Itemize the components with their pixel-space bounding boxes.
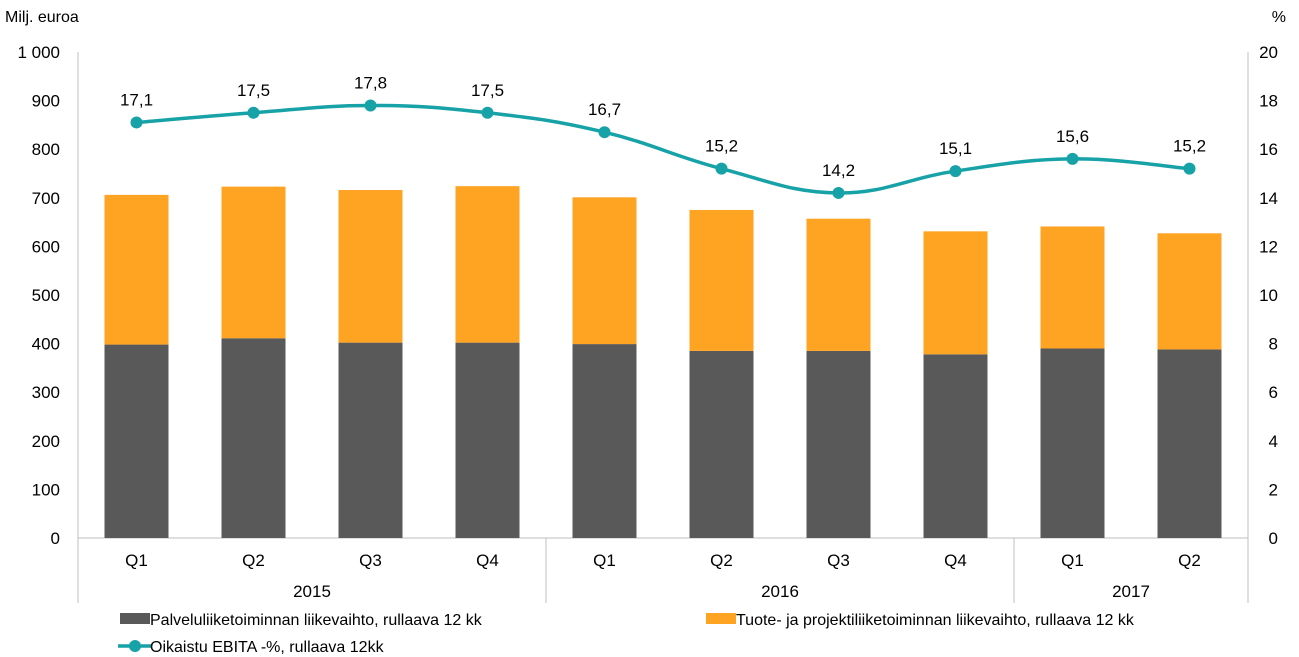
right-axis-title: %: [1272, 9, 1286, 26]
bar-segment-palvelu: [923, 354, 988, 538]
legend-swatch-palvelu: [120, 613, 150, 624]
bar-segment-palvelu: [806, 350, 871, 538]
ebita-data-label: 17,1: [120, 90, 153, 109]
bar-segment-palvelu: [689, 350, 754, 538]
ebita-data-label: 15,1: [939, 139, 972, 158]
ebita-data-label: 15,6: [1056, 127, 1089, 146]
bar-segment-palvelu: [221, 338, 286, 538]
left-axis-title: Milj. euroa: [5, 9, 79, 26]
left-axis-tick-label: 500: [32, 286, 60, 305]
right-axis-tick-label: 14: [1259, 189, 1278, 208]
left-axis-tick-label: 300: [32, 383, 60, 402]
group-label: 2016: [761, 582, 799, 601]
bar-segment-palvelu: [572, 344, 637, 538]
left-axis-tick-label: 800: [32, 140, 60, 159]
bar-segment-tuote: [1157, 233, 1222, 350]
ebita-data-label: 15,2: [1173, 137, 1206, 156]
bars: [104, 186, 1222, 538]
right-axis-tick-label: 10: [1259, 286, 1278, 305]
ebita-data-label: 16,7: [588, 100, 621, 119]
x-axis-tick-label: Q2: [710, 551, 733, 570]
left-axis-tick-label: 200: [32, 432, 60, 451]
ebita-point: [364, 99, 377, 112]
legend-label-palvelu: Palveluliiketoiminnan liikevaihto, rulla…: [150, 612, 483, 629]
legend-marker-ebita: [129, 640, 141, 652]
bar-segment-tuote: [338, 190, 403, 343]
right-axis-tick-label: 18: [1259, 92, 1278, 111]
right-axis-tick-label: 20: [1259, 43, 1278, 62]
ebita-line: 17,1 17,5 17,8 17,5 16,7 15,2 14,2 15,1 15,6 15,2: [120, 73, 1206, 199]
x-axis-tick-label: Q1: [593, 551, 616, 570]
ebita-point: [832, 186, 845, 199]
legend: Palveluliiketoiminnan liikevaihto, rulla…: [118, 612, 1135, 656]
ebita-point: [481, 106, 494, 119]
left-axis-tick-label: 400: [32, 335, 60, 354]
ebita-data-label: 17,5: [471, 81, 504, 100]
x-axis-tick-label: Q4: [476, 551, 499, 570]
bar-segment-tuote: [221, 186, 286, 339]
bar-segment-tuote: [689, 209, 754, 351]
left-axis-tick-label: 900: [32, 92, 60, 111]
ebita-data-label: 17,8: [354, 73, 387, 92]
ebita-point: [715, 162, 728, 175]
group-label: 2017: [1112, 582, 1150, 601]
bar-segment-palvelu: [104, 344, 169, 538]
left-axis-tick-label: 0: [51, 529, 60, 548]
x-axis-tick-label: Q2: [242, 551, 265, 570]
bar-segment-tuote: [455, 186, 520, 343]
ebita-point: [949, 165, 962, 178]
left-axis-tick-label: 600: [32, 237, 60, 256]
x-axis-tick-label: Q3: [359, 551, 382, 570]
ebita-line-path: [136, 103, 1190, 195]
ebita-point: [1066, 152, 1079, 165]
x-axis-tick-label: Q4: [944, 551, 967, 570]
x-axis-tick-label: Q1: [1061, 551, 1084, 570]
ebita-data-label: 14,2: [822, 161, 855, 180]
right-axis-tick-label: 16: [1259, 140, 1278, 159]
ebita-data-label: 15,2: [705, 137, 738, 156]
bar-segment-palvelu: [1157, 349, 1222, 538]
bar-segment-tuote: [923, 231, 988, 355]
left-axis-tick-label: 700: [32, 189, 60, 208]
x-axis-tick-label: Q3: [827, 551, 850, 570]
legend-label-tuote: Tuote- ja projektiliiketoiminnan liikeva…: [736, 612, 1135, 629]
right-axis-tick-label: 0: [1269, 529, 1278, 548]
right-axis-tick-label: 8: [1269, 335, 1278, 354]
ebita-point: [598, 126, 611, 139]
ebita-data-label: 17,5: [237, 81, 270, 100]
bar-segment-tuote: [806, 218, 871, 351]
bar-segment-palvelu: [338, 342, 403, 538]
right-axis-tick-label: 4: [1269, 432, 1278, 451]
ebita-point: [247, 106, 260, 119]
bar-segment-palvelu: [455, 342, 520, 538]
bar-segment-tuote: [572, 197, 637, 345]
left-axis-tick-label: 100: [32, 480, 60, 499]
x-axis-tick-label: Q1: [125, 551, 148, 570]
left-axis-tick-label: 1 000: [17, 43, 60, 62]
bar-segment-tuote: [1040, 226, 1105, 349]
group-label: 2015: [293, 582, 331, 601]
right-axis-tick-label: 6: [1269, 383, 1278, 402]
ebita-point: [130, 116, 143, 129]
bar-segment-tuote: [104, 194, 169, 345]
bar-segment-palvelu: [1040, 348, 1105, 538]
right-axis-tick-label: 12: [1259, 237, 1278, 256]
legend-label-ebita: Oikaistu EBITA -%, rullaava 12kk: [150, 639, 385, 656]
ebita-point: [1183, 162, 1196, 175]
x-axis-tick-label: Q2: [1178, 551, 1201, 570]
legend-swatch-tuote: [706, 613, 736, 624]
right-axis-tick-label: 2: [1269, 480, 1278, 499]
